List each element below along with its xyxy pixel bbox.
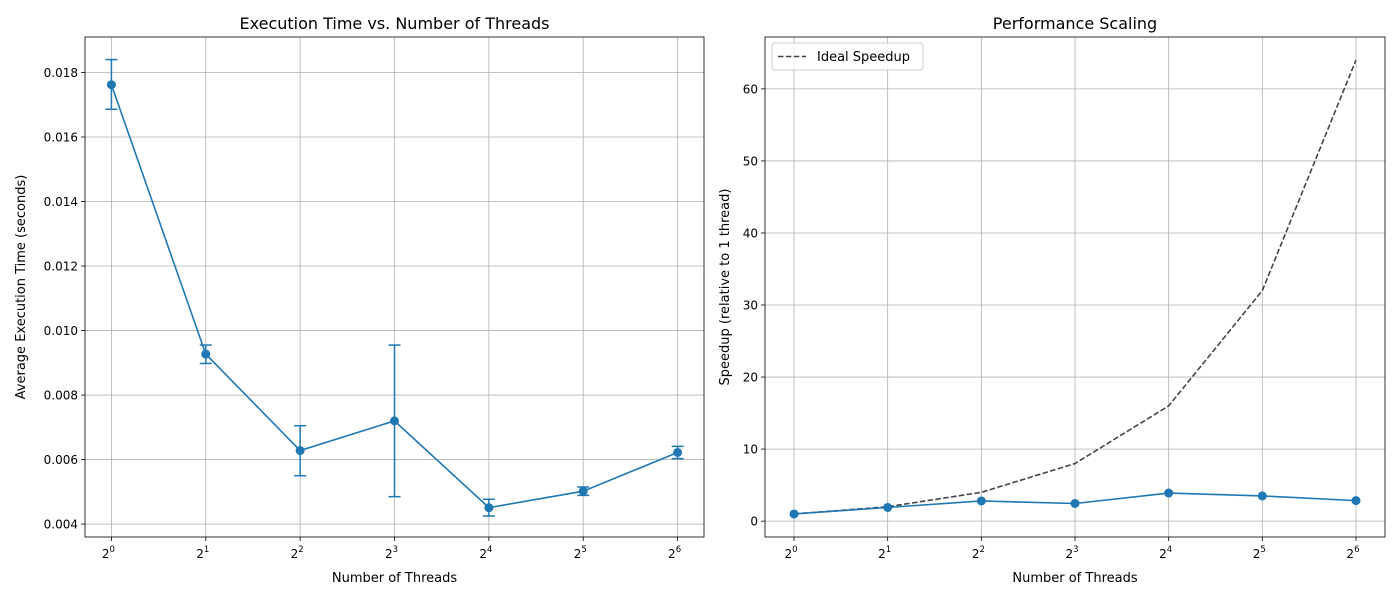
chart-title: Performance Scaling (993, 14, 1157, 33)
x-tick-label: 24 (479, 545, 492, 561)
data-point (484, 503, 494, 513)
tick-labels: 20 21 22 23 24 25 26 0.004 0.006 0.008 0.010 0.012 0… (44, 66, 681, 561)
y-tick-label: 0.004 (44, 518, 78, 532)
data-point (201, 349, 211, 359)
y-tick-label: 20 (743, 371, 758, 385)
grid (85, 37, 704, 537)
x-tick-label: 20 (785, 545, 798, 561)
y-tick-label: 0.014 (44, 195, 78, 209)
y-tick-label: 50 (743, 154, 758, 168)
performance-scaling-chart: 20 21 22 23 24 25 26 0 10 20 30 40 50 60 Performance … (718, 14, 1386, 586)
y-tick-label: 0.006 (44, 453, 78, 467)
y-tick-label: 30 (743, 299, 758, 313)
series-line (793, 59, 1357, 515)
data-point (673, 447, 683, 457)
data-point (106, 80, 116, 90)
x-tick-label: 24 (1159, 545, 1172, 561)
y-tick-label: 60 (743, 82, 758, 96)
plot-area (789, 59, 1361, 519)
x-tick-label: 21 (196, 545, 209, 561)
x-tick-label: 25 (1253, 545, 1266, 561)
execution-time-chart: 20 21 22 23 24 25 26 0.004 0.006 0.008 0.010 0.012 0… (14, 14, 705, 586)
y-tick-label: 0.018 (44, 66, 78, 80)
y-tick-label: 0.016 (44, 131, 78, 145)
x-axis-label: Number of Threads (332, 571, 457, 586)
data-point (976, 496, 986, 506)
x-tick-label: 23 (385, 545, 398, 561)
grid (765, 37, 1385, 537)
data-point (1351, 496, 1361, 506)
x-tick-label: 22 (972, 545, 985, 561)
x-tick-label: 23 (1065, 545, 1078, 561)
x-tick-label: 21 (878, 545, 891, 561)
tick-labels: 20 21 22 23 24 25 26 0 10 20 30 40 50 60 (743, 82, 1360, 561)
data-point (883, 502, 893, 512)
x-tick-label: 25 (574, 545, 587, 561)
y-tick-label: 0.012 (44, 260, 78, 274)
plot-area (105, 58, 684, 517)
legend: Ideal Speedup (771, 42, 924, 71)
data-point (1257, 491, 1267, 501)
legend-label-ideal: Ideal Speedup (817, 50, 910, 65)
y-tick-label: 0.010 (44, 324, 78, 338)
x-tick-label: 26 (668, 545, 681, 561)
legend-box (771, 42, 924, 71)
data-point (1164, 488, 1174, 498)
data-point (295, 446, 305, 456)
series-0 (789, 488, 1361, 519)
x-axis-label: Number of Threads (1012, 571, 1137, 586)
series-1 (793, 59, 1357, 515)
data-point (789, 509, 799, 519)
y-tick-label: 0 (750, 515, 758, 529)
y-tick-label: 40 (743, 226, 758, 240)
series-0 (105, 58, 684, 517)
data-point (1070, 498, 1080, 508)
y-tick-label: 0.008 (44, 389, 78, 403)
x-tick-label: 20 (102, 545, 115, 561)
chart-title: Execution Time vs. Number of Threads (240, 14, 550, 33)
y-axis-label: Average Execution Time (seconds) (14, 175, 29, 400)
x-tick-label: 26 (1346, 545, 1359, 561)
data-point (390, 416, 399, 426)
y-tick-label: 10 (743, 443, 758, 457)
data-point (578, 486, 588, 496)
y-axis-label: Speedup (relative to 1 thread) (718, 189, 733, 386)
x-tick-label: 22 (291, 545, 304, 561)
